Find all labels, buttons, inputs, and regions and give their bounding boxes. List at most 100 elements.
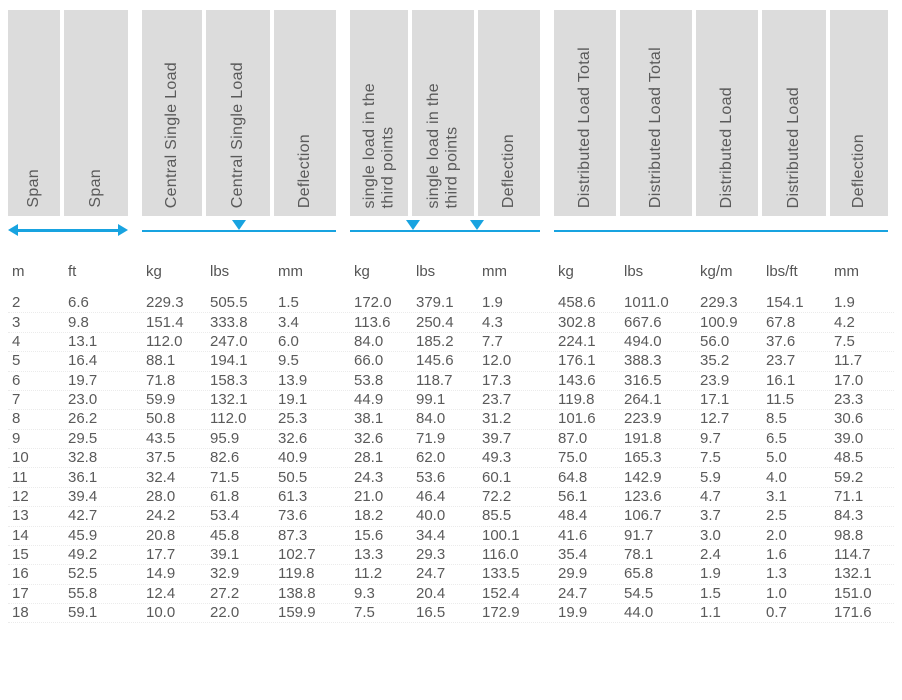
table-cell: 62.0: [412, 450, 474, 465]
table-cell: 1.9: [696, 566, 758, 581]
table-cell: 3.4: [274, 315, 336, 330]
table-cell: 39.1: [206, 547, 270, 562]
table-cell: 56.1: [554, 489, 616, 504]
table-row: 619.771.8158.313.953.8118.717.3143.6316.…: [8, 371, 894, 390]
table-cell: 22.0: [206, 605, 270, 620]
column-header-label: single load in thethird points: [361, 83, 398, 209]
table-row: 1239.428.061.861.321.046.472.256.1123.64…: [8, 487, 894, 506]
table-row: 1549.217.739.1102.713.329.3116.035.478.1…: [8, 545, 894, 564]
table-cell: 8.5: [762, 411, 826, 426]
column-header: Distributed Load Total: [620, 10, 692, 216]
unit-label: lbs: [206, 264, 270, 279]
table-cell: 11.2: [350, 566, 408, 581]
unit-label: lbs: [412, 264, 474, 279]
table-cell: 116.0: [478, 547, 540, 562]
table-cell: 1011.0: [620, 295, 692, 310]
table-cell: 0.7: [762, 605, 826, 620]
column-header-label: Deflection: [500, 134, 518, 208]
load-marker-icon: [470, 220, 484, 230]
marker-segment: [350, 222, 540, 246]
table-cell: 4.7: [696, 489, 758, 504]
table-cell: 4.2: [830, 315, 888, 330]
table-cell: 38.1: [350, 411, 408, 426]
column-header: Central Single Load: [206, 10, 270, 216]
table-cell: 667.6: [620, 315, 692, 330]
table-cell: 158.3: [206, 373, 270, 388]
table-cell: 30.6: [830, 411, 888, 426]
table-row: 1342.724.253.473.618.240.085.548.4106.73…: [8, 506, 894, 525]
column-header-label: Distributed Load Total: [576, 47, 594, 208]
table-cell: 185.2: [412, 334, 474, 349]
table-cell: 100.1: [478, 528, 540, 543]
table-cell: 91.7: [620, 528, 692, 543]
table-cell: 87.3: [274, 528, 336, 543]
table-cell: 17: [8, 586, 60, 601]
table-cell: 505.5: [206, 295, 270, 310]
table-cell: 95.9: [206, 431, 270, 446]
table-cell: 26.2: [64, 411, 128, 426]
table-cell: 71.9: [412, 431, 474, 446]
column-header: Central Single Load: [142, 10, 202, 216]
load-marker-icon: [406, 220, 420, 230]
table-cell: 60.1: [478, 470, 540, 485]
table-cell: 119.8: [274, 566, 336, 581]
table-cell: 28.0: [142, 489, 202, 504]
table-cell: 32.9: [206, 566, 270, 581]
column-header-label: Distributed Load Total: [647, 47, 665, 208]
table-cell: 3.1: [762, 489, 826, 504]
table-cell: 37.5: [142, 450, 202, 465]
table-cell: 13.3: [350, 547, 408, 562]
table-cell: 24.7: [412, 566, 474, 581]
unit-label: kg: [142, 264, 202, 279]
unit-label: ft: [64, 264, 128, 279]
table-cell: 12.0: [478, 353, 540, 368]
table-cell: 11.5: [762, 392, 826, 407]
table-cell: 388.3: [620, 353, 692, 368]
table-cell: 132.1: [206, 392, 270, 407]
table-cell: 11.7: [830, 353, 888, 368]
table-cell: 24.2: [142, 508, 202, 523]
column-header: Deflection: [478, 10, 540, 216]
table-cell: 72.2: [478, 489, 540, 504]
table-row: 929.543.595.932.632.671.939.787.0191.89.…: [8, 429, 894, 448]
table-cell: 2.4: [696, 547, 758, 562]
table-cell: 5.0: [762, 450, 826, 465]
table-cell: 229.3: [696, 295, 758, 310]
table-cell: 16.1: [762, 373, 826, 388]
table-cell: 8: [8, 411, 60, 426]
unit-label: lbs/ft: [762, 264, 826, 279]
table-cell: 23.0: [64, 392, 128, 407]
table-cell: 24.3: [350, 470, 408, 485]
table-cell: 19.7: [64, 373, 128, 388]
table-cell: 23.3: [830, 392, 888, 407]
table-cell: 40.0: [412, 508, 474, 523]
table-cell: 7.5: [830, 334, 888, 349]
column-header-label: Span: [87, 169, 105, 208]
table-cell: 44.9: [350, 392, 408, 407]
table-cell: 101.6: [554, 411, 616, 426]
table-row: 1445.920.845.887.315.634.4100.141.691.73…: [8, 526, 894, 545]
table-cell: 65.8: [620, 566, 692, 581]
table-cell: 84.0: [412, 411, 474, 426]
table-cell: 7: [8, 392, 60, 407]
table-cell: 17.7: [142, 547, 202, 562]
table-cell: 151.4: [142, 315, 202, 330]
table-cell: 9.3: [350, 586, 408, 601]
table-cell: 9: [8, 431, 60, 446]
table-cell: 2.5: [762, 508, 826, 523]
column-header: Distributed Load: [762, 10, 826, 216]
table-cell: 53.8: [350, 373, 408, 388]
table-cell: 41.6: [554, 528, 616, 543]
table-cell: 10.0: [142, 605, 202, 620]
table-cell: 18.2: [350, 508, 408, 523]
table-cell: 112.0: [206, 411, 270, 426]
table-cell: 19.1: [274, 392, 336, 407]
table-cell: 85.5: [478, 508, 540, 523]
table-row: 1755.812.427.2138.89.320.4152.424.754.51…: [8, 584, 894, 603]
table-cell: 48.4: [554, 508, 616, 523]
table-cell: 17.3: [478, 373, 540, 388]
table-cell: 2.0: [762, 528, 826, 543]
table-cell: 14.9: [142, 566, 202, 581]
table-cell: 20.4: [412, 586, 474, 601]
table-row: 1859.110.022.0159.97.516.5172.919.944.01…: [8, 603, 894, 622]
